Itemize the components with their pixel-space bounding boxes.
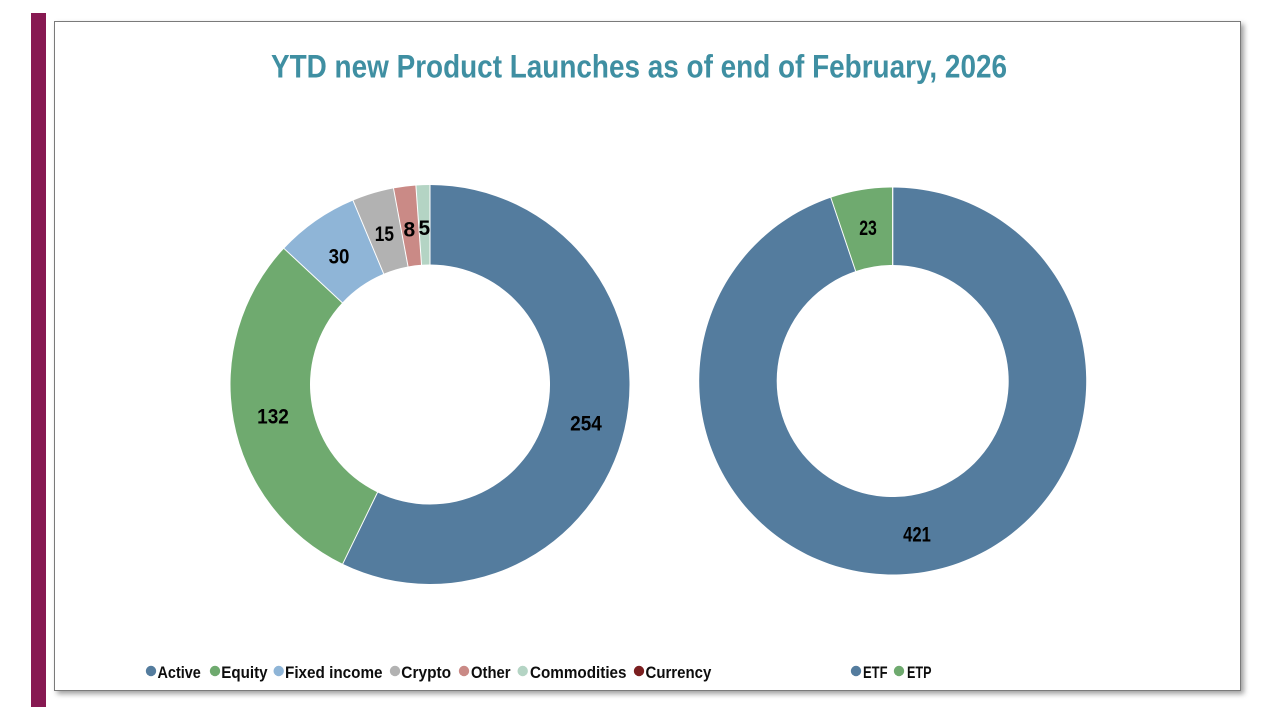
- svg-text:30: 30: [329, 245, 350, 268]
- svg-text:Other: Other: [471, 663, 511, 682]
- svg-text:Fixed income: Fixed income: [285, 663, 383, 682]
- svg-text:Commodities: Commodities: [530, 663, 627, 682]
- svg-text:Active: Active: [158, 663, 201, 682]
- svg-text:Equity: Equity: [221, 663, 268, 682]
- svg-text:5: 5: [418, 217, 430, 240]
- svg-text:YTD new Product Launches as of: YTD new Product Launches as of end of Fe…: [271, 49, 1007, 85]
- svg-text:ETF: ETF: [863, 663, 888, 682]
- svg-text:8: 8: [404, 218, 416, 241]
- svg-text:132: 132: [257, 406, 289, 429]
- svg-text:ETP: ETP: [907, 663, 932, 682]
- svg-text:Currency: Currency: [646, 663, 712, 682]
- svg-text:254: 254: [570, 412, 602, 435]
- svg-text:15: 15: [375, 223, 394, 246]
- svg-text:Crypto: Crypto: [401, 663, 451, 682]
- svg-text:23: 23: [859, 217, 877, 240]
- svg-text:421: 421: [903, 523, 931, 546]
